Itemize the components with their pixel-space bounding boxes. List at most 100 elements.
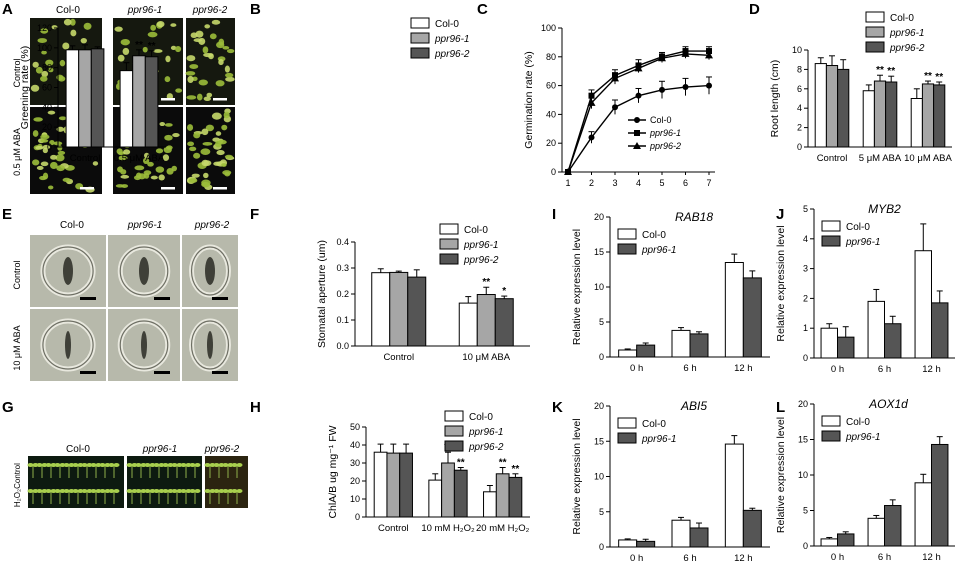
panel-C-point [681,49,690,57]
panel-H-category-label: 20 mM H₂O₂ [476,523,530,534]
panel-F-legend-label: Col-0 [464,225,488,236]
panel-A-photo-control-1-seedling [122,47,130,55]
panel-A-photo-control-1-seedling [117,54,125,62]
panel-K-y-tick-label: 0 [599,542,604,552]
panel-E-graphic: E Col-0 ppr96-1 ppr96-2 Control 10 μM AB… [2,206,238,381]
panel-E-letter: E [2,206,12,223]
panel-I-bar [636,344,656,358]
panel-B-legend-label: ppr96-2 [434,49,470,60]
panel-J-legend-label: Col-0 [846,222,870,233]
panel-G-seedling-leaf [36,463,43,467]
panel-C-point [612,104,618,111]
panel-H-y-tick-label: 30 [350,458,360,468]
panel-H-category-label: Control [378,523,409,534]
panel-A-photo-control-0-seedling [35,66,43,74]
panel-I-y-tick-label: 15 [594,247,604,257]
panel-I-y-tick-label: 10 [594,282,604,292]
panel-G-seedling-leaf [189,489,196,493]
panel-E-scale-bar [154,371,170,374]
panel-A-photo-aba-2-seedling [193,152,201,159]
panel-G-seedling-leaf [27,463,34,467]
panel-I-y-label: Relative expression level [571,229,583,345]
panel-A-photo-control-0-seedling [80,37,87,44]
panel-C-point [634,64,643,72]
panel-G-seedling-leaf [204,463,211,467]
panel-A-col-0: Col-0 [56,5,80,16]
panel-D-bar [921,83,935,148]
panel-F-legend-swatch [439,253,459,265]
panel-G-seedling-leaf [135,489,142,493]
panel-H-letter: H [250,399,261,416]
panel-A-photo-control-1-seedling [120,39,130,46]
panel-C-point [705,51,713,59]
panel-I-category-label: 6 h [683,363,696,374]
panel-C-point [659,86,665,93]
panel-C-point [587,98,596,106]
panel-L-y-tick-label: 10 [798,470,808,480]
panel-F-legend-label: ppr96-2 [463,255,499,266]
panel-G-seedling-leaf [144,489,151,493]
panel-D-legend-label: Col-0 [890,13,914,24]
panel-C-point [682,84,689,91]
panel-E-scale-bar [80,297,96,300]
panel-C-point [706,82,712,89]
panel-A-photo-control-0-seedling [63,18,72,26]
panel-F-bar [458,302,478,347]
panel-A-photo-control-1-seedling [147,31,158,38]
panel-K-legend-swatch [617,432,637,444]
panel-G-seedling-leaf [135,463,142,467]
panel-A-photo-aba-2-seedling [201,181,211,188]
panel-G-photo-control-1 [127,456,202,482]
panel-L-category-label: 6 h [878,552,891,563]
panel-E-stomatal-pore [65,331,71,359]
panel-G-seedling-leaf [171,489,178,493]
panel-L-bar [931,443,949,547]
panel-A-photo-aba-1-seedling [164,123,173,127]
panel-C: C 0 20 40 60 80 100 Germination rate (%) 1 2 3 4 5 6 7… [477,1,715,188]
panel-K-y-tick-label: 10 [594,472,604,482]
panel-A-photo-control-0-seedling [32,61,39,68]
panel-L-bar [914,482,932,547]
panel-A-photo-aba-2-seedling [224,154,234,159]
panel-A-photo-aba-0-seedling [55,154,65,162]
panel-G-row-0: Control [13,463,22,489]
panel-A-photo-aba-0-seedling [33,117,43,122]
panel-A-photo-aba-2-seedling [221,163,227,167]
panel-H-legend-label: ppr96-1 [468,427,503,438]
panel-C-x-tick-label: 5 [659,178,664,188]
panel-J-y-tick-label: 5 [803,204,808,214]
panel-F-bar [494,298,514,347]
panel-A-photo-aba-1-seedling [171,165,178,172]
panel-A-photo-control-2-seedling [196,93,203,101]
panel-G-col-0: Col-0 [66,444,90,455]
panel-A-photo-aba-1-seedling [143,173,150,179]
panel-E-guard-cell-edge [42,246,94,296]
panel-I-legend-label: ppr96-1 [641,245,676,256]
panel-A-photo-aba-2-seedling [201,128,209,136]
panel-A-photo-control-0-seedling [40,28,49,34]
panel-K-bar [671,519,691,548]
panel-G-seedling-leaf [113,489,120,493]
panel-F-y-tick-label: 0.1 [336,315,349,325]
panel-A-photo-aba-0-seedling [92,161,99,166]
panel-B-significance: ** [135,40,143,51]
panel-G-seedling-leaf [72,489,79,493]
panel-E-stomatal-pore [139,257,149,285]
panel-E-scale-bar [212,371,228,374]
panel-A-photo-aba-2-seedling [187,141,195,147]
panel-A-photo-control-2-seedling [189,64,199,69]
panel-A-photo-control-2-seedling [209,33,217,40]
panel-C-y-tick-label: 40 [546,109,556,119]
panel-A-photo-aba-1-seedling [155,166,165,173]
panel-J-bar [820,327,838,359]
panel-A-photo-control-1-scale-bar [161,98,175,101]
panel-E-row-0: Control [12,260,22,289]
panel-D-y-tick-label: 0 [797,142,802,152]
panel-G-seedling-leaf [27,489,34,493]
panel-G-col-2: ppr96-2 [204,444,240,455]
panel-A-photo-control-2-seedling [198,37,206,45]
panel-A-row-1: 0.5 μM ABA [12,128,22,176]
panel-A-photo-aba-2-seedling [189,146,197,152]
panel-B-y-tick-label: 20 [42,122,52,132]
